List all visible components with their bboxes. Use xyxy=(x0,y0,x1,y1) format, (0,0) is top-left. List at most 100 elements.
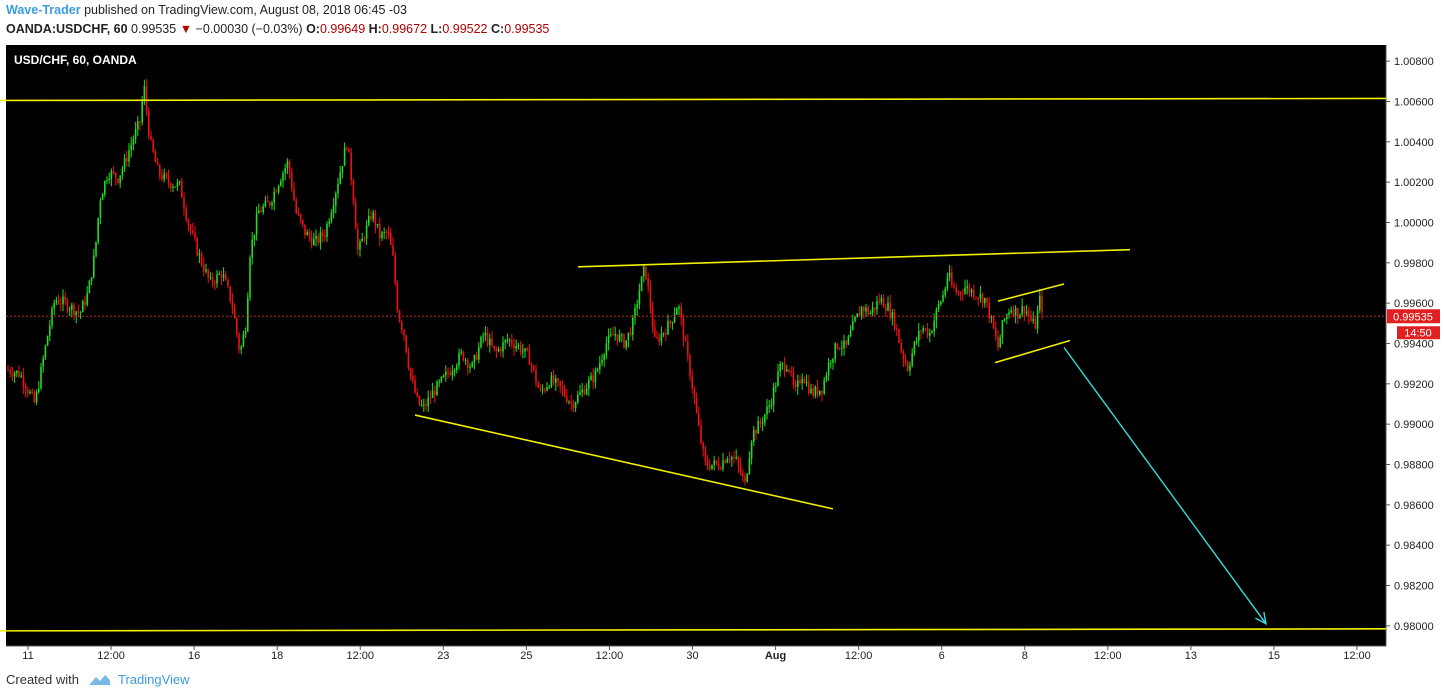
trendline-resistance-top xyxy=(0,97,1387,102)
tradingview-logo-icon xyxy=(89,673,111,689)
candle-body xyxy=(90,277,93,281)
candle-body xyxy=(460,351,462,353)
candle-body xyxy=(354,201,357,229)
trendline-channel-upper xyxy=(997,283,1065,302)
candle-body xyxy=(249,257,251,298)
author-link[interactable]: Wave-Trader xyxy=(6,3,81,17)
candle-body xyxy=(66,300,69,311)
candle-body xyxy=(731,457,733,460)
candle-body xyxy=(693,388,696,399)
candle-body xyxy=(110,171,113,179)
time-axis[interactable] xyxy=(6,646,1386,664)
candle-body xyxy=(651,308,654,328)
candle-body xyxy=(860,307,863,316)
candle-body xyxy=(137,121,139,130)
candle-body xyxy=(788,369,790,372)
candle-body xyxy=(805,381,808,384)
candle-body xyxy=(1034,319,1037,329)
candle-body xyxy=(726,458,729,463)
x-tick-label: 6 xyxy=(939,650,945,662)
candle-body xyxy=(68,309,71,311)
candle-body xyxy=(530,364,533,366)
candle-body xyxy=(106,180,108,182)
candle-body xyxy=(893,312,896,329)
candle-body xyxy=(737,457,740,466)
candle-body xyxy=(264,200,267,207)
candle-body xyxy=(447,371,449,374)
candle-body xyxy=(306,232,308,236)
candle-body xyxy=(93,255,95,278)
x-tick-label: Aug xyxy=(765,650,786,662)
close-value: 0.99535 xyxy=(504,22,550,36)
candle-body xyxy=(71,304,73,310)
candle-body xyxy=(434,390,436,396)
candle-body xyxy=(416,392,418,397)
candle-body xyxy=(715,460,718,464)
publish-info: Wave-Trader published on TradingView.com… xyxy=(6,3,407,17)
candle-body xyxy=(931,331,933,333)
footer: Created with TradingView xyxy=(6,672,190,689)
candle-body xyxy=(361,238,363,242)
candle-body xyxy=(315,235,317,240)
candle-body xyxy=(636,304,638,309)
candle-body xyxy=(854,317,856,322)
candle-body xyxy=(310,237,313,246)
candle-body xyxy=(992,316,995,329)
candle-body xyxy=(385,232,388,234)
candle-body xyxy=(632,318,634,335)
candle-body xyxy=(812,388,814,397)
candle-body xyxy=(308,232,311,238)
candle-body xyxy=(744,476,746,482)
candle-body xyxy=(220,273,223,278)
candle-body xyxy=(698,412,700,426)
candle-body xyxy=(1010,310,1012,313)
candle-body xyxy=(497,348,500,352)
candle-body xyxy=(766,406,768,415)
symbol-label: OANDA:USDCHF, 60 xyxy=(6,22,128,36)
tradingview-link[interactable]: TradingView xyxy=(118,672,190,687)
plot-area[interactable] xyxy=(6,45,1386,646)
candle-body xyxy=(979,293,982,299)
created-with-text: Created with xyxy=(6,672,79,687)
candle-body xyxy=(330,213,333,222)
trendlines[interactable] xyxy=(0,97,1387,632)
candle-body xyxy=(517,344,520,347)
candle-body xyxy=(640,276,643,292)
candle-body xyxy=(1003,319,1006,321)
candle-body xyxy=(77,311,80,313)
candle-body xyxy=(126,157,128,162)
y-tick-label: 1.00800 xyxy=(1394,56,1434,68)
x-tick-label: 12:00 xyxy=(1094,650,1122,662)
candle-body xyxy=(55,300,58,304)
high-label: H: xyxy=(368,22,382,36)
countdown-label: 14:50 xyxy=(1404,327,1432,339)
candle-body xyxy=(904,359,907,364)
candle-body xyxy=(242,334,245,347)
candle-body xyxy=(711,464,713,469)
candle-body xyxy=(165,173,168,177)
y-tick-label: 0.99400 xyxy=(1394,338,1434,350)
price-axis[interactable] xyxy=(1386,45,1440,646)
candle-body xyxy=(841,348,843,350)
candle-body xyxy=(537,382,539,388)
y-tick-label: 0.98000 xyxy=(1394,621,1434,633)
candle-body xyxy=(24,386,27,390)
candle-body xyxy=(73,304,75,316)
candle-body xyxy=(291,172,293,189)
candle-body xyxy=(394,255,396,284)
candle-body xyxy=(827,362,830,376)
candle-body xyxy=(924,328,927,330)
candle-body xyxy=(550,375,553,387)
published-text: published on TradingView.com, August 08,… xyxy=(84,3,407,17)
candle-body xyxy=(346,147,348,149)
candle-body xyxy=(808,381,810,394)
candle-body xyxy=(704,449,707,462)
candle-body xyxy=(304,224,306,236)
projection-arrow[interactable] xyxy=(1063,347,1267,626)
candle-body xyxy=(231,300,234,308)
x-tick-label: 16 xyxy=(188,650,200,662)
candle-body xyxy=(139,121,141,123)
candle-body xyxy=(768,405,770,407)
candle-body xyxy=(709,466,711,469)
